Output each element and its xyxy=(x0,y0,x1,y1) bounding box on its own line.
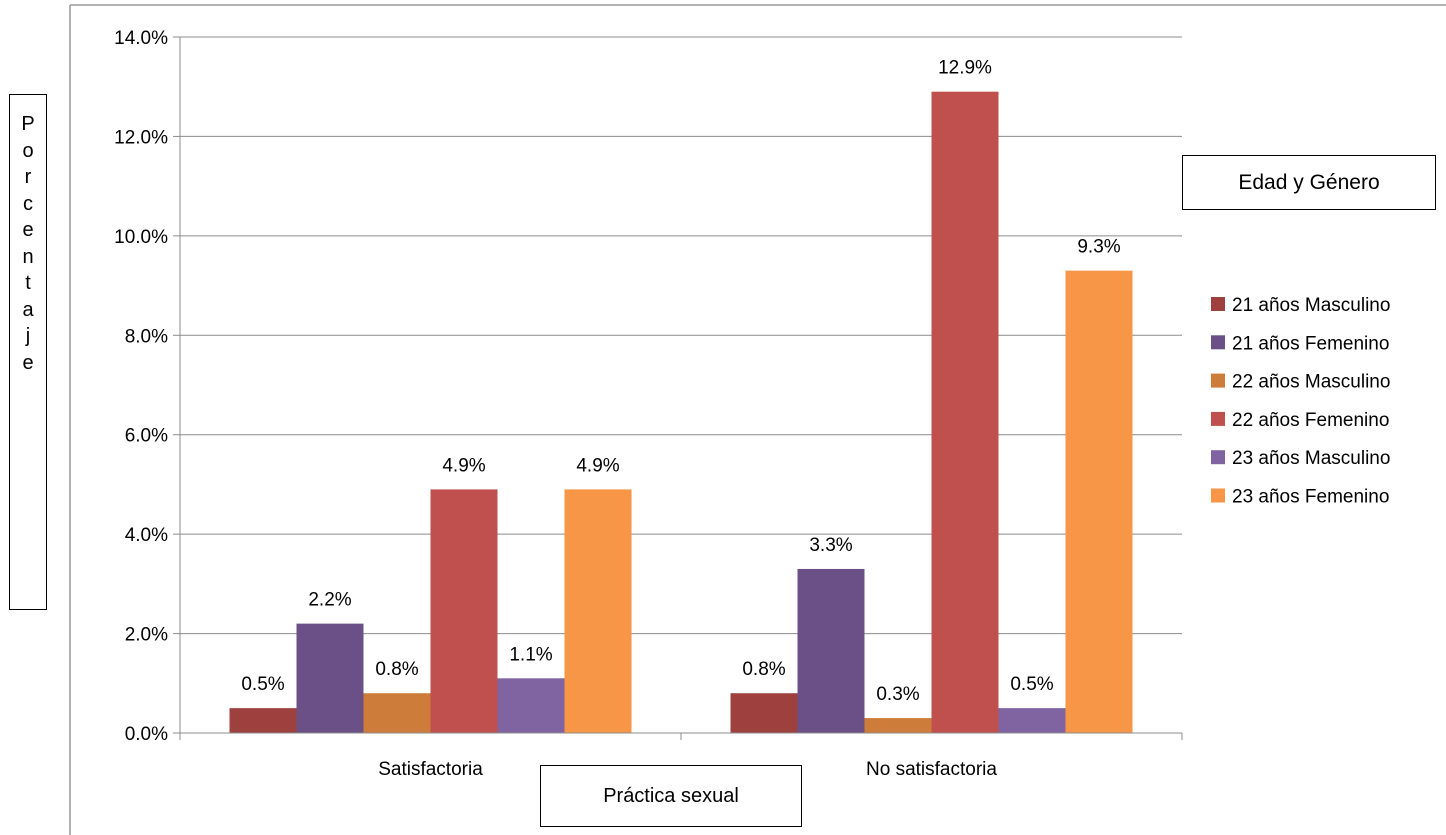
bar xyxy=(998,708,1066,733)
legend-swatch xyxy=(1211,411,1225,426)
bar xyxy=(1065,270,1133,733)
data-label: 3.3% xyxy=(809,535,852,556)
x-tick-label: No satisfactoria xyxy=(866,759,997,780)
x-axis-label-box: Práctica sexual xyxy=(540,765,802,827)
x-axis: Satisfactoria No satisfactoria xyxy=(179,37,1183,780)
legend-swatch xyxy=(1211,335,1225,350)
data-label: 4.9% xyxy=(576,455,619,476)
y-tick-label: 6.0% xyxy=(125,426,168,447)
bar xyxy=(497,678,565,733)
legend-item-label: 21 años Masculino xyxy=(1232,295,1390,316)
legend-swatch xyxy=(1211,297,1225,311)
y-axis-label-box: Porcentaje xyxy=(9,94,47,610)
legend-item-label: 22 años Femenino xyxy=(1232,410,1389,431)
bar xyxy=(363,693,431,733)
data-labels: 0.5% 2.2% 0.8% 4.9% 1.1% 4.9% 0.8% 3.3% 0.3% 12.9… xyxy=(241,58,1120,705)
bar xyxy=(296,623,364,733)
legend-title-box: Edad y Género xyxy=(1182,155,1436,210)
legend: 21 años Masculino 21 años Femenino 22 años… xyxy=(1211,295,1390,508)
data-label: 12.9% xyxy=(938,58,992,79)
data-label: 0.8% xyxy=(375,659,418,680)
x-axis-label: Práctica sexual xyxy=(603,784,739,807)
data-label: 2.2% xyxy=(308,590,351,611)
y-axis-ticks: 0.0% 2.0% 4.0% 6.0% 8.0% 10.0% 12.0% 14.0% xyxy=(114,28,180,745)
data-label: 0.8% xyxy=(742,659,785,680)
y-tick-label: 0.0% xyxy=(125,724,168,745)
data-label: 4.9% xyxy=(442,455,485,476)
data-label: 0.3% xyxy=(876,684,919,705)
bar xyxy=(229,708,297,733)
bar xyxy=(730,693,798,733)
data-label: 0.5% xyxy=(241,674,284,695)
y-tick-label: 4.0% xyxy=(125,525,168,546)
data-label: 9.3% xyxy=(1077,237,1120,258)
bar xyxy=(564,489,632,733)
legend-item-label: 23 años Masculino xyxy=(1232,448,1390,469)
y-axis-label: Porcentaje xyxy=(21,113,35,374)
y-tick-label: 8.0% xyxy=(125,326,168,347)
legend-swatch xyxy=(1211,450,1225,465)
y-tick-label: 14.0% xyxy=(114,28,168,49)
legend-item-label: 22 años Masculino xyxy=(1232,372,1390,393)
data-label: 1.1% xyxy=(509,644,552,665)
x-tick-label: Satisfactoria xyxy=(378,759,483,780)
y-tick-label: 2.0% xyxy=(125,625,168,646)
data-label: 0.5% xyxy=(1010,674,1053,695)
bar xyxy=(430,489,498,733)
y-tick-label: 12.0% xyxy=(114,127,168,148)
legend-swatch xyxy=(1211,488,1225,503)
bar xyxy=(931,91,999,733)
y-tick-label: 10.0% xyxy=(114,227,168,248)
legend-item-label: 21 años Femenino xyxy=(1232,333,1389,354)
bars xyxy=(229,91,1133,733)
legend-swatch xyxy=(1211,373,1225,388)
legend-item-label: 23 años Femenino xyxy=(1232,487,1389,508)
bar xyxy=(864,718,932,733)
legend-title: Edad y Género xyxy=(1238,170,1380,194)
bar xyxy=(797,568,865,733)
